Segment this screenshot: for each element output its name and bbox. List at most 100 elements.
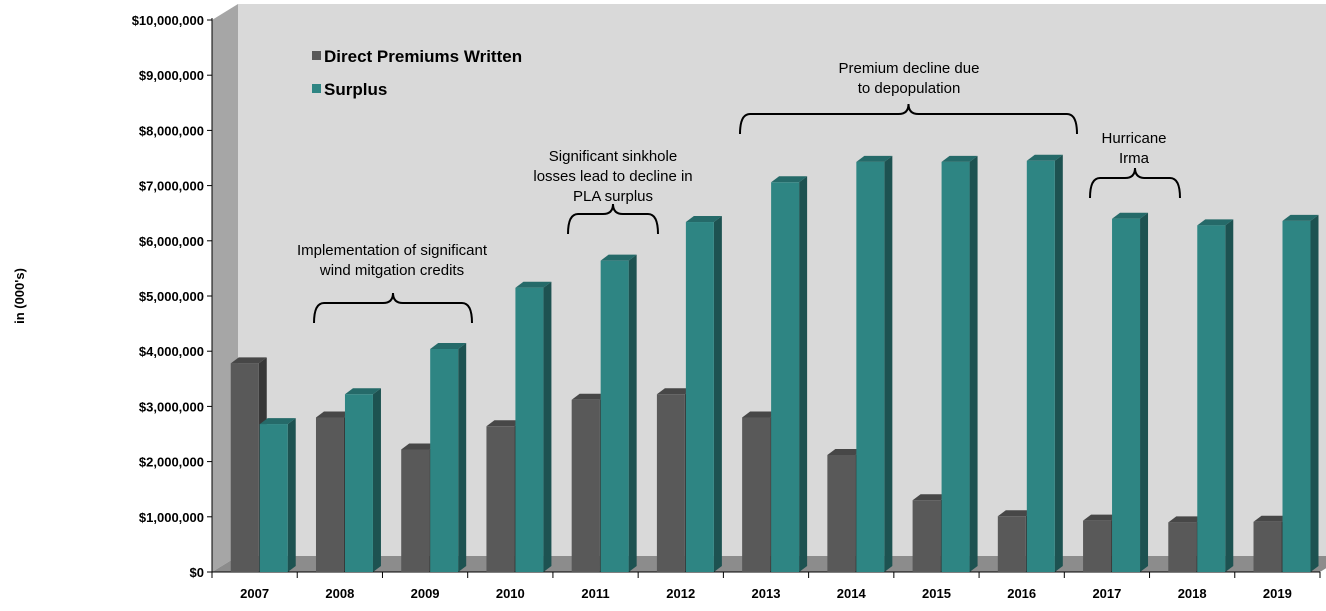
bar — [1282, 214, 1319, 573]
bar-top — [771, 176, 808, 183]
bar-top — [997, 510, 1034, 517]
bar — [600, 254, 637, 572]
bar-top — [1253, 515, 1290, 522]
annotation: Hurricane Irma — [1089, 130, 1181, 199]
bar — [685, 216, 722, 573]
annotation-text: Irma — [1119, 150, 1150, 167]
bar-front — [1083, 520, 1112, 572]
legend-swatch — [312, 51, 321, 60]
bar-top — [600, 254, 637, 261]
y-axis-label: in (000's) — [12, 268, 27, 324]
bar-front — [315, 417, 344, 572]
annotation-brace — [567, 203, 659, 235]
x-tick-label: 2015 — [922, 586, 951, 601]
bar-front — [1253, 521, 1282, 572]
bar — [1026, 154, 1063, 572]
bar-front — [401, 449, 430, 572]
legend-swatch — [312, 84, 321, 93]
bar-side — [713, 216, 722, 573]
x-tick-label: 2012 — [666, 586, 695, 601]
bar-top — [656, 388, 693, 395]
bar-top — [401, 443, 438, 450]
series-surplus — [259, 154, 1319, 573]
annotation-text: PLA surplus — [573, 188, 653, 205]
bar — [941, 155, 978, 572]
bar-side — [1310, 214, 1319, 573]
annotation-text: Hurricane — [1101, 130, 1166, 147]
annotation-text: Premium decline due — [839, 60, 980, 77]
bar-front — [856, 161, 885, 572]
bar-side — [628, 254, 637, 572]
bar-front — [827, 454, 856, 572]
bar-front — [771, 182, 800, 572]
bar — [1197, 219, 1234, 572]
x-tick-label: 2019 — [1263, 586, 1292, 601]
bar-top — [430, 342, 467, 349]
x-tick-label: 2007 — [240, 586, 269, 601]
bar-front — [1282, 220, 1311, 573]
bar-top — [1112, 212, 1149, 219]
bar — [771, 176, 808, 572]
annotation-brace — [739, 103, 1078, 135]
bar-top — [344, 388, 381, 395]
bar-front — [1112, 218, 1141, 572]
bar-top — [515, 281, 552, 288]
annotation-text: wind mitgation credits — [319, 262, 464, 279]
bar-top — [1282, 214, 1319, 221]
y-tick-label: $6,000,000 — [139, 234, 204, 249]
annotation-text: Significant sinkhole — [549, 148, 677, 165]
annotation: Premium decline due to depopulation — [739, 60, 1078, 135]
bar-front — [997, 516, 1026, 572]
bar-front — [571, 399, 600, 572]
bar-front — [1026, 160, 1055, 572]
bar-top — [230, 357, 267, 364]
bar — [856, 155, 893, 572]
bar-top — [941, 155, 978, 162]
bar-top — [827, 448, 864, 455]
bar-top — [1168, 516, 1205, 523]
x-tick-label: 2008 — [325, 586, 354, 601]
annotation: Significant sinkhole losses lead to decli… — [533, 148, 693, 235]
y-tick-label: $10,000,000 — [132, 13, 204, 28]
bar-top — [742, 411, 779, 418]
annotation-text: losses lead to decline in — [533, 168, 692, 185]
x-tick-label: 2013 — [752, 586, 781, 601]
bar-front — [1168, 522, 1197, 572]
bar-top — [571, 393, 608, 400]
x-tick-label: 2009 — [411, 586, 440, 601]
x-tick-label: 2018 — [1178, 586, 1207, 601]
x-tick-label: 2011 — [581, 586, 609, 601]
annotation-brace — [1089, 167, 1181, 199]
annotation-text: to depopulation — [858, 80, 961, 97]
y-tick-label: $4,000,000 — [139, 344, 204, 359]
legend-label: Surplus — [324, 80, 387, 99]
bar-front — [941, 161, 970, 572]
x-tick-label: 2016 — [1007, 586, 1036, 601]
y-tick-label: $8,000,000 — [139, 123, 204, 138]
x-tick-label: 2017 — [1092, 586, 1121, 601]
bar-front — [344, 394, 373, 572]
bar-top — [259, 418, 296, 425]
annotation-brace — [313, 292, 473, 324]
bar-side — [543, 281, 552, 572]
bar-front — [685, 222, 714, 573]
y-tick-label: $9,000,000 — [139, 68, 204, 83]
bar-side — [1054, 154, 1063, 572]
bar-side — [372, 388, 381, 572]
annotation: Implementation of significant wind mitgat… — [297, 242, 488, 324]
x-tick-label: 2014 — [837, 586, 867, 601]
bar-top — [486, 420, 523, 427]
y-tick-label: $1,000,000 — [139, 510, 204, 525]
bar — [515, 281, 552, 572]
bar — [430, 342, 467, 572]
bar-top — [1083, 514, 1120, 521]
bar-front — [912, 500, 941, 572]
bar-top — [856, 155, 893, 162]
bar-top — [1026, 154, 1063, 161]
bar-side — [1140, 212, 1149, 572]
bar-top — [685, 216, 722, 223]
annotation-text: Implementation of significant — [297, 242, 488, 259]
bar-front — [259, 424, 288, 572]
